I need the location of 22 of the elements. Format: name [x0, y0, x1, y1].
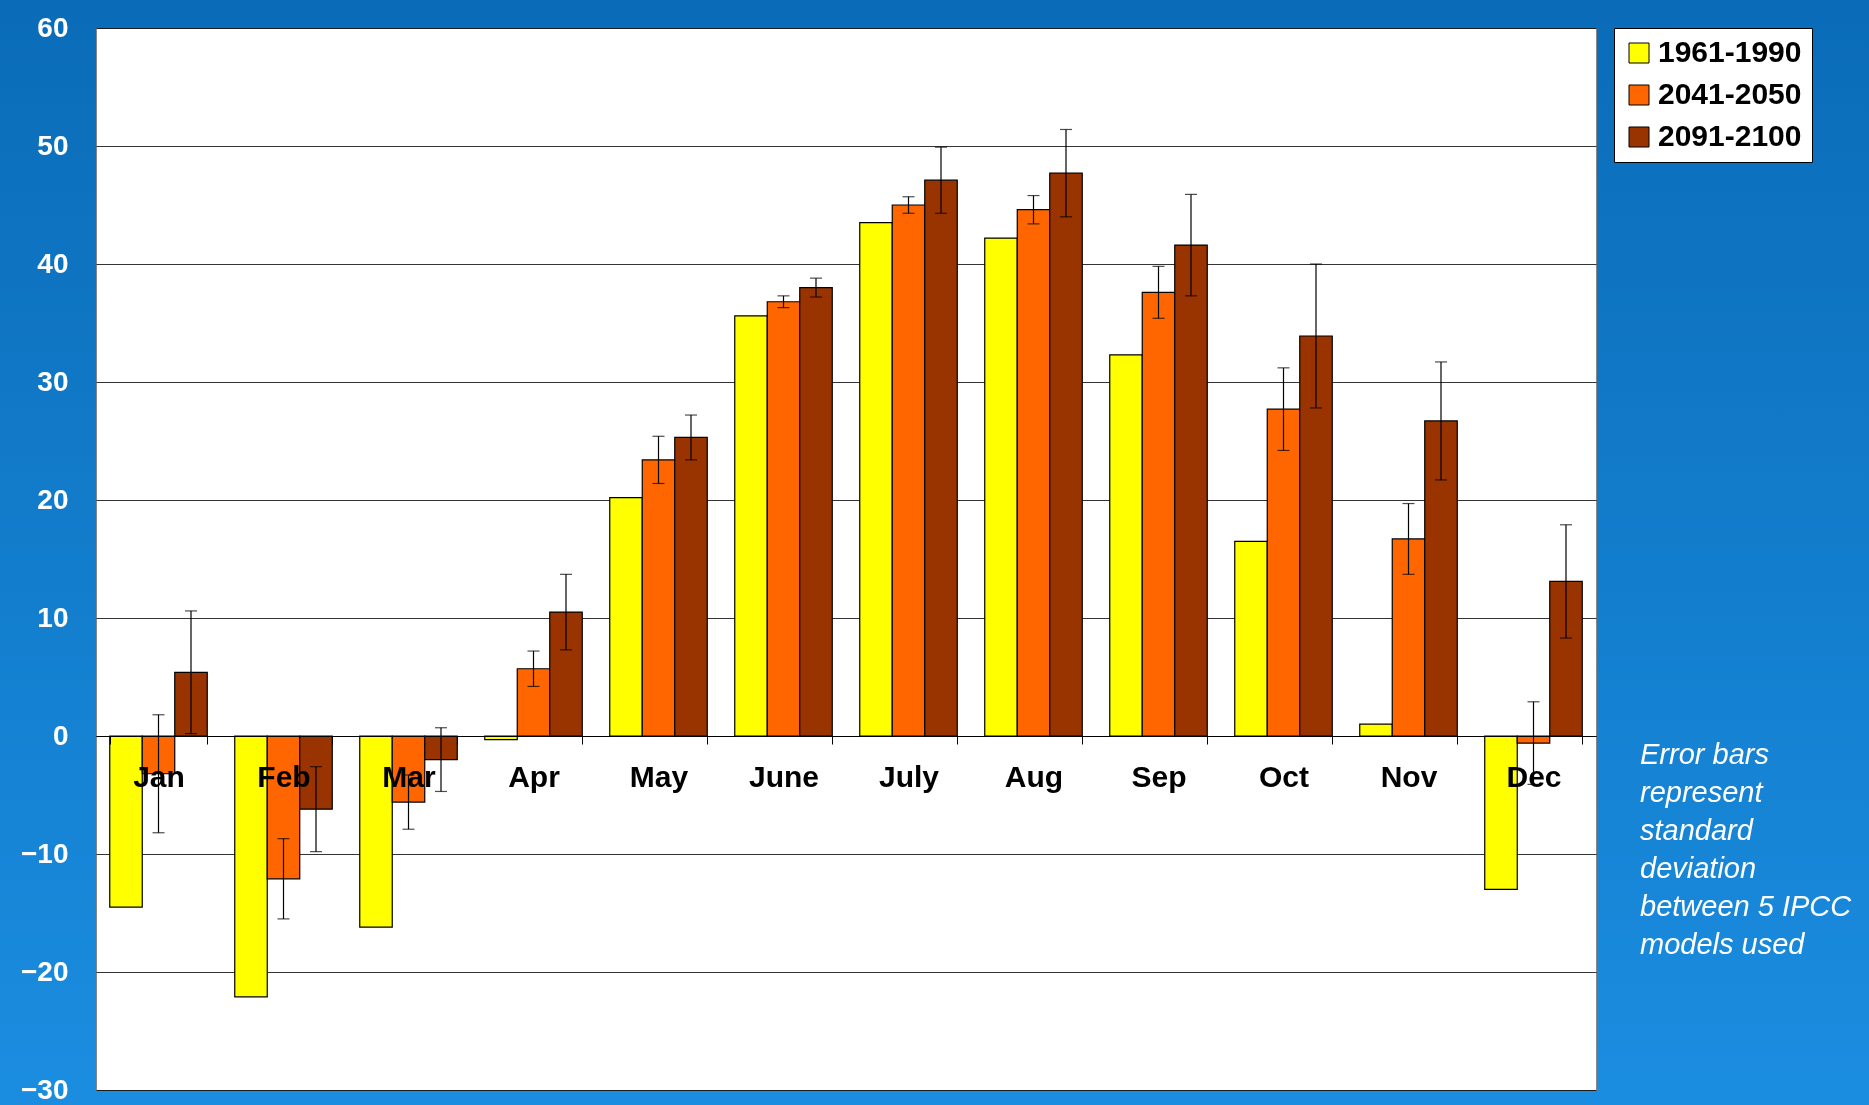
x-tick-label: Sep — [1131, 759, 1187, 793]
y-tick-label: 40 — [37, 247, 69, 279]
x-tick-label: Oct — [1258, 759, 1310, 793]
x-tick-label: July — [878, 759, 940, 793]
x-tick-label: Aug — [1004, 759, 1064, 793]
y-tick-label: −20 — [21, 955, 69, 987]
y-tick-label: 50 — [37, 129, 69, 161]
y-tick-label: 60 — [37, 11, 69, 43]
y-tick-label: 30 — [37, 365, 69, 397]
y-tick-label: 10 — [37, 601, 69, 633]
x-tick-label: June — [748, 759, 820, 793]
y-tick-label: −30 — [21, 1073, 69, 1105]
legend-label: 2091-2100 — [1658, 119, 1802, 152]
legend-label: 1961-1990 — [1658, 35, 1802, 68]
text: Error bars represent standard deviation between 5 IPCC models used — [1640, 737, 1853, 962]
x-tick-label: Apr — [508, 759, 561, 793]
y-tick-label: 20 — [37, 483, 69, 515]
y-tick-label: 0 — [52, 719, 69, 751]
x-tick-label: May — [629, 759, 689, 793]
x-tick-label: Nov — [1380, 759, 1438, 793]
y-tick-label: −10 — [21, 837, 69, 869]
legend-label: 2041-2050 — [1658, 77, 1802, 110]
